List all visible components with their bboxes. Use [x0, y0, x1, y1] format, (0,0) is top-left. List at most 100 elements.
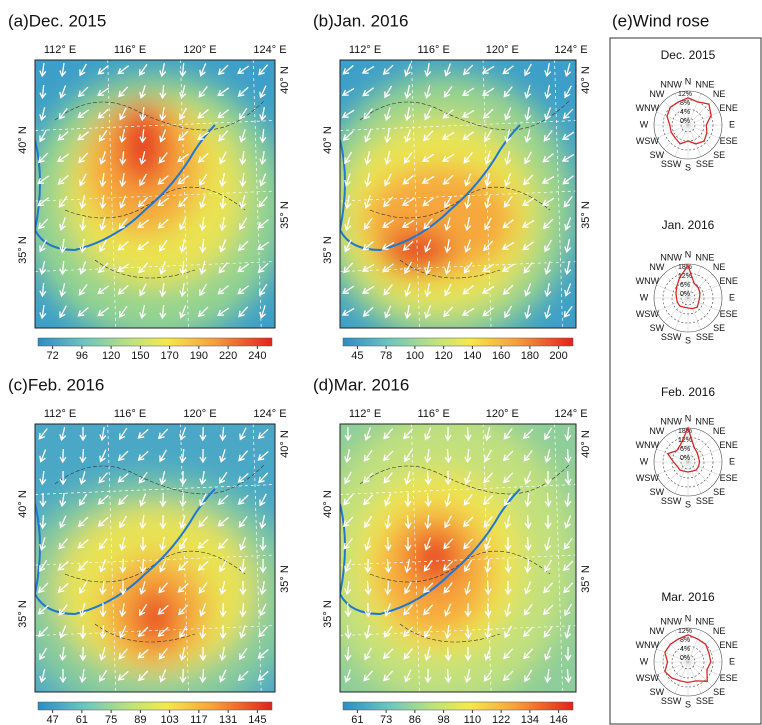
wind-arrow	[483, 669, 493, 682]
direction-label: SSE	[696, 159, 714, 169]
wind-arrow	[344, 559, 352, 573]
wind-arrow	[59, 260, 67, 276]
direction-label: NE	[713, 426, 726, 436]
wind-arrow	[442, 109, 454, 119]
wind-arrow	[401, 197, 415, 206]
wind-arrow	[239, 172, 247, 188]
wind-arrow	[119, 172, 127, 188]
wind-arrow	[137, 450, 149, 461]
wind-arrow	[39, 304, 47, 320]
direction-label: W	[640, 292, 649, 302]
wind-arrow	[504, 603, 512, 618]
spoke	[656, 297, 689, 312]
spoke	[656, 648, 689, 663]
direction-label: SW	[650, 687, 665, 697]
wind-arrow	[139, 558, 147, 574]
wind-arrow	[401, 219, 415, 228]
wind-arrow	[563, 582, 574, 594]
wind-arrow	[39, 537, 47, 551]
wind-arrow	[502, 670, 514, 682]
spoke	[687, 430, 702, 463]
wind-arrow	[544, 107, 552, 121]
wind-arrow	[364, 173, 372, 188]
river	[35, 124, 216, 252]
wind-arrow	[524, 129, 532, 144]
ring	[671, 281, 705, 315]
wind-arrow	[139, 106, 147, 122]
map	[340, 424, 576, 692]
wind-arrow	[501, 241, 515, 250]
ring-label: 4%	[680, 109, 690, 116]
wind-arrow	[117, 494, 129, 506]
wind-arrow	[424, 537, 432, 551]
wind-arrow	[484, 624, 492, 640]
colorbar-tick-label: 170	[160, 350, 178, 362]
wind-arrow	[39, 470, 47, 486]
wind-arrow	[259, 107, 267, 122]
wind-arrow	[564, 63, 572, 78]
ring-label: 12%	[678, 628, 692, 635]
wind-arrow	[464, 559, 473, 573]
wind-arrow	[259, 173, 267, 187]
graticule	[35, 190, 275, 202]
wind-arrow	[564, 668, 572, 684]
wind-arrow	[179, 85, 187, 100]
wind-arrow	[524, 151, 532, 165]
map-frame	[34, 59, 276, 329]
wind-arrow	[179, 625, 187, 639]
wind-arrow	[159, 559, 167, 573]
wind-arrow	[37, 175, 50, 185]
wind-arrow	[59, 646, 67, 662]
wind-arrow	[424, 239, 432, 253]
wind-arrow	[342, 285, 355, 295]
boundary	[54, 463, 266, 643]
wind-arrow	[159, 84, 167, 100]
direction-label: E	[729, 456, 735, 466]
wind-arrow	[484, 151, 492, 165]
wind-arrow	[199, 624, 207, 640]
wind-arrow	[59, 217, 66, 231]
wind-arrow	[461, 307, 475, 316]
wind-arrow	[259, 150, 267, 166]
wind-arrow	[179, 62, 187, 78]
ring	[680, 654, 696, 670]
wind-arrow	[341, 87, 355, 96]
wind-arrow	[564, 515, 572, 529]
direction-label: ESE	[720, 309, 738, 319]
wind-arrow	[59, 427, 67, 442]
wind-arrow	[484, 427, 492, 442]
wind-arrow	[484, 195, 492, 210]
wind-arrow	[59, 85, 67, 99]
wind-arrow	[39, 107, 47, 122]
wind-arrow	[463, 152, 473, 164]
wind-arrow	[561, 153, 575, 162]
wind-arrow	[177, 582, 189, 593]
wind-arrow	[37, 152, 49, 164]
wind-arrow	[99, 624, 107, 640]
wind-arrow	[179, 448, 187, 464]
wind-arrow	[237, 670, 249, 682]
wind-arrow	[198, 86, 208, 98]
direction-label: W	[640, 119, 649, 129]
graticule	[107, 60, 117, 328]
wind-arrow	[364, 537, 372, 551]
wind-arrow	[404, 129, 411, 143]
wind-arrow	[464, 581, 472, 596]
wind-arrow	[344, 239, 352, 253]
spoke	[687, 661, 702, 694]
wind-arrow	[159, 492, 167, 508]
spoke	[656, 448, 689, 463]
direction-label: SSW	[661, 496, 682, 506]
direction-label: WSW	[636, 473, 659, 483]
wind-arrow	[118, 648, 128, 660]
wind-arrow	[562, 108, 574, 120]
wind-arrow	[463, 538, 474, 550]
wind-arrow	[444, 493, 452, 508]
wind-arrow	[344, 449, 352, 464]
wind-arrow	[99, 172, 107, 188]
wind-arrow	[362, 472, 374, 484]
wind-arrow	[97, 516, 109, 527]
concentration-field	[35, 477, 275, 692]
lat-label: 40° N	[17, 490, 29, 518]
wind-arrow	[524, 669, 533, 683]
